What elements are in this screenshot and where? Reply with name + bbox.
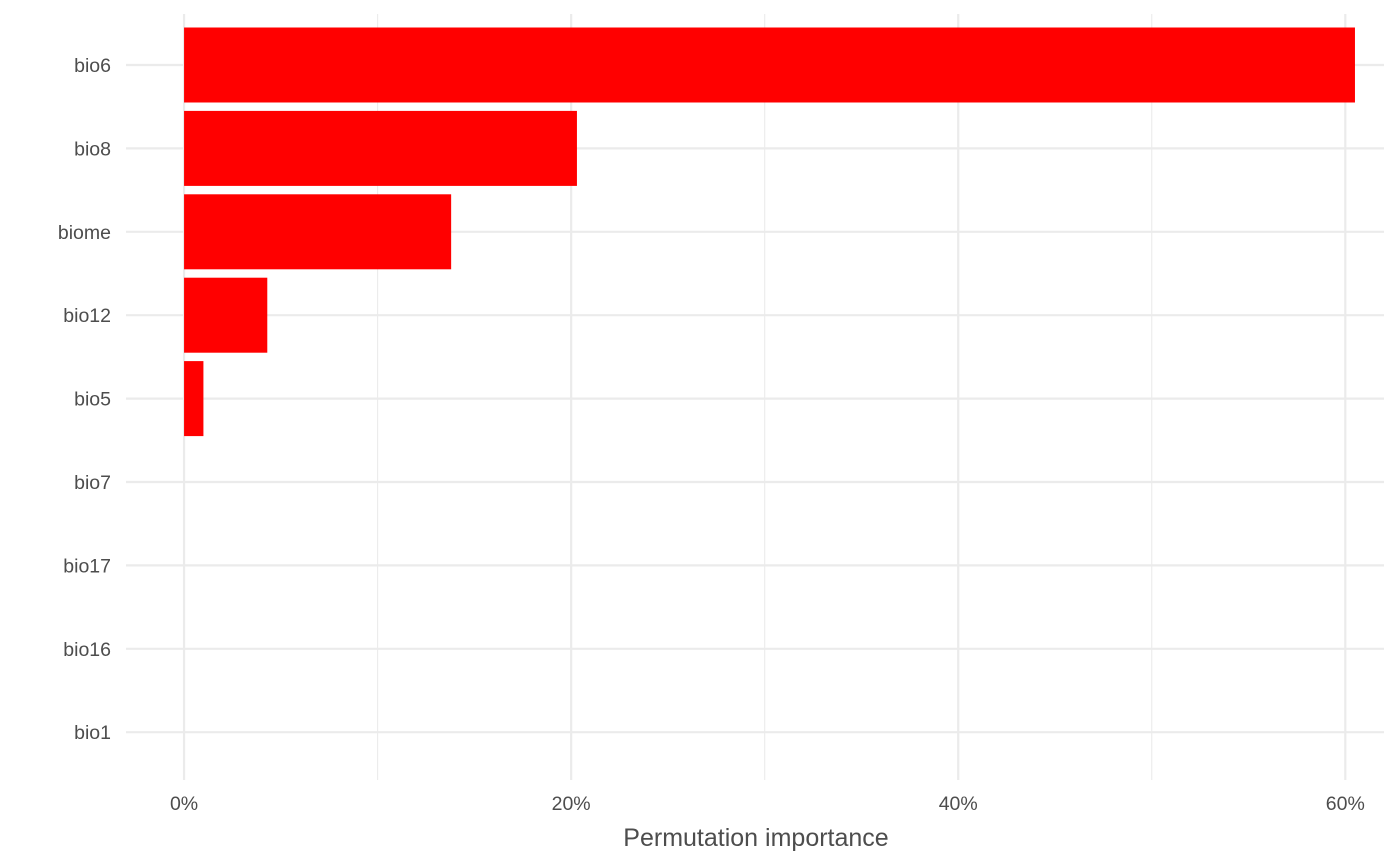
major-gridlines — [126, 14, 1384, 780]
y-tick-label-bio6: bio6 — [74, 55, 111, 77]
x-tick-label: 0% — [170, 793, 198, 815]
x-tick-label: 40% — [939, 793, 978, 815]
x-axis-title: Permutation importance — [623, 824, 888, 852]
x-axis-tick-labels: 0% 20% 40% 60% — [170, 793, 1365, 815]
bars — [184, 27, 1355, 437]
y-tick-label-bio12: bio12 — [63, 305, 111, 327]
y-tick-label-bio8: bio8 — [74, 138, 111, 160]
bar-bio5 — [184, 361, 204, 437]
x-tick-label: 20% — [552, 793, 591, 815]
bar-bio8 — [184, 110, 577, 186]
bar-biome — [184, 194, 452, 270]
y-tick-label-bio5: bio5 — [74, 389, 111, 411]
y-tick-label-bio7: bio7 — [74, 472, 111, 494]
bar-bio6 — [184, 27, 1355, 103]
y-tick-label-bio16: bio16 — [63, 639, 111, 661]
y-tick-label-bio1: bio1 — [74, 722, 111, 744]
y-tick-label-bio17: bio17 — [63, 555, 111, 577]
y-tick-label-biome: biome — [58, 222, 111, 244]
bar-bio12 — [184, 277, 268, 353]
y-axis-tick-labels: bio6 bio8 biome bio12 bio5 bio7 bio17 bio16 bio1 — [58, 55, 111, 744]
x-tick-label: 60% — [1326, 793, 1365, 815]
